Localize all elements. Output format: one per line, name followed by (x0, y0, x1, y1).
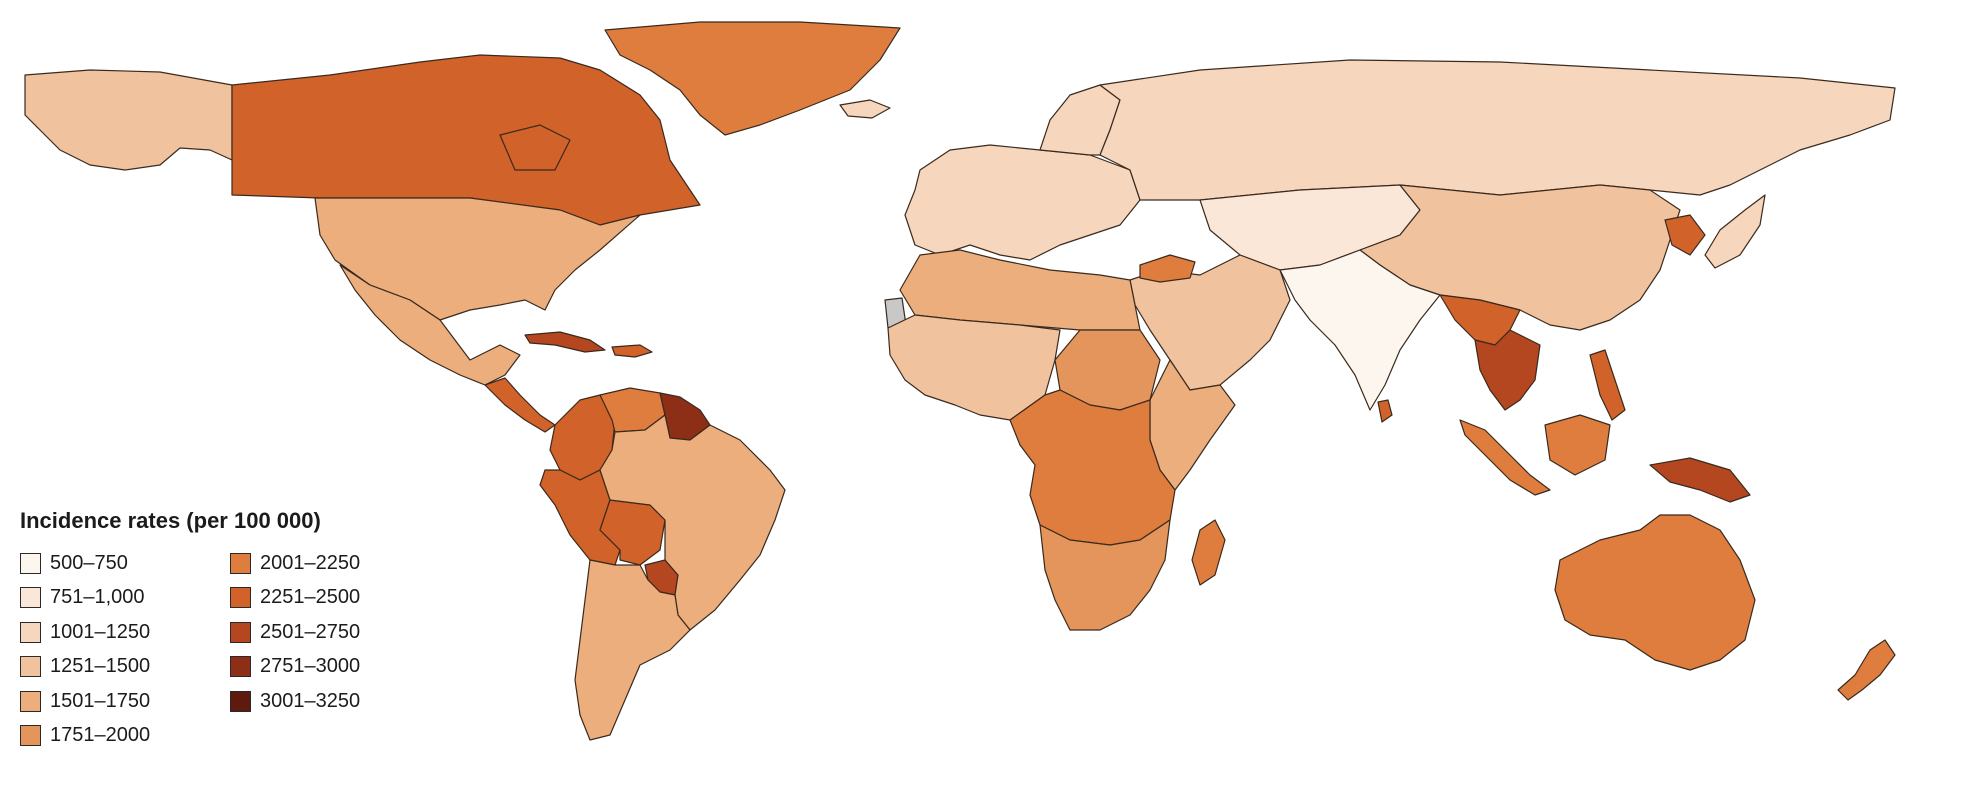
legend-item: 1751–2000 (20, 719, 150, 754)
legend-label: 3001–3250 (260, 689, 361, 712)
legend-item: 2751–3000 (230, 650, 360, 685)
legend-swatch (230, 552, 251, 574)
legend-label: 1251–1500 (50, 655, 151, 678)
legend-label: 500–750 (50, 551, 128, 574)
region-europe: Europe (904, 144, 1141, 261)
legend-swatch (20, 725, 41, 747)
legend-swatch (20, 552, 41, 574)
region-madagascar: Madagascar (1191, 519, 1226, 586)
region-philippines: Philippines (1589, 349, 1626, 421)
region-sri-lanka: Sri Lanka (1377, 399, 1393, 423)
region-mexico: Mexico (339, 264, 521, 386)
region-southern-africa: Southern Africa (1039, 519, 1171, 631)
region-middle-east: Middle East (1129, 254, 1291, 391)
region-southern-cone: Southern Cone (574, 559, 691, 741)
legend-swatch (20, 690, 41, 712)
legend-swatch (20, 656, 41, 678)
region-greenland: Greenland (604, 21, 901, 136)
region-sumatra: Sumatra (1459, 419, 1551, 496)
region-india: India (1279, 249, 1441, 411)
region-cuba: Cuba (524, 331, 606, 353)
legend-label: 2751–3000 (260, 655, 361, 678)
legend-column-2: 2001–2250 2251–2500 2501–2750 2751–3000 … (230, 546, 360, 719)
region-alaska: Alaska (24, 69, 233, 171)
legend: Incidence rates (per 100 000) 500–750 75… (20, 508, 460, 758)
region-brazil: Brazil (599, 414, 786, 631)
region-russia: Russia (1099, 59, 1896, 201)
region-borneo: Borneo (1544, 414, 1611, 476)
legend-swatch (230, 656, 251, 678)
region-hispaniola: Hispaniola (611, 344, 653, 358)
region-new-guinea: New Guinea (1649, 457, 1751, 503)
legend-label: 2001–2250 (260, 551, 361, 574)
legend-item: 1501–1750 (20, 684, 150, 719)
legend-title: Incidence rates (per 100 000) (20, 508, 321, 533)
region-mainland-southeast-asia: Mainland Southeast Asia (1474, 329, 1541, 411)
legend-item: 751–1,000 (20, 581, 150, 616)
region-australia: Australia (1554, 514, 1756, 671)
legend-label: 1751–2000 (50, 724, 151, 747)
legend-swatch (230, 587, 251, 609)
legend-item: 3001–3250 (230, 684, 360, 719)
region-levant: Levant (1139, 254, 1196, 283)
legend-swatch (230, 690, 251, 712)
legend-label: 1501–1750 (50, 689, 151, 712)
legend-column-1: 500–750 751–1,000 1001–1250 1251–1500 15… (20, 546, 150, 753)
region-central-africa: Central Africa (1009, 389, 1176, 546)
region-japan: Japan (1704, 194, 1766, 269)
region-central-america: Central America (484, 377, 556, 433)
legend-item: 1251–1500 (20, 650, 150, 685)
legend-swatch (20, 621, 41, 643)
region-iceland: Iceland (839, 99, 891, 119)
legend-label: 1001–1250 (50, 620, 151, 643)
legend-label: 751–1,000 (50, 586, 145, 609)
legend-label: 2501–2750 (260, 620, 361, 643)
legend-item: 2501–2750 (230, 615, 360, 650)
region-new-zealand: New Zealand (1837, 639, 1896, 701)
legend-item: 2251–2500 (230, 581, 360, 616)
legend-swatch (230, 621, 251, 643)
region-korea: Korea (1664, 214, 1706, 256)
legend-item: 2001–2250 (230, 546, 360, 581)
legend-label: 2251–2500 (260, 586, 361, 609)
legend-item: 1001–1250 (20, 615, 150, 650)
legend-swatch (20, 587, 41, 609)
legend-item: 500–750 (20, 546, 150, 581)
